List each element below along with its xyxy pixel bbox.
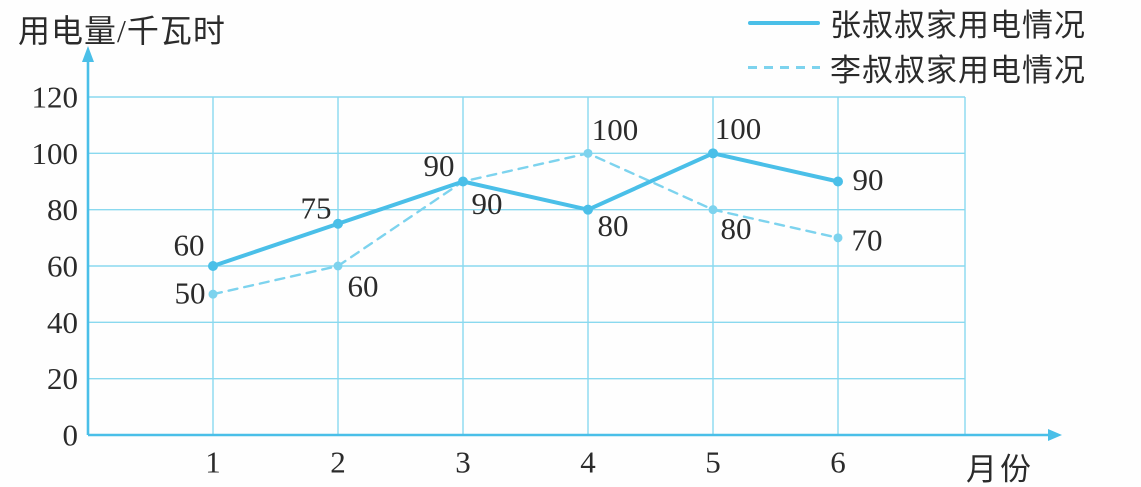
legend-item-zhang: 张叔叔家用电情况 bbox=[748, 0, 1086, 45]
series-line-zhang bbox=[211, 151, 840, 268]
legend-label-zhang: 张叔叔家用电情况 bbox=[830, 8, 1086, 43]
data-point-zhang bbox=[208, 261, 218, 271]
data-point-li bbox=[583, 148, 593, 158]
data-label-zhang: 75 bbox=[301, 190, 332, 225]
data-point-li bbox=[333, 261, 343, 271]
data-label-li: 50 bbox=[175, 276, 206, 311]
data-label-zhang: 80 bbox=[598, 208, 629, 243]
x-tick-label: 5 bbox=[705, 445, 721, 480]
data-point-li bbox=[208, 289, 218, 299]
x-tick-label: 2 bbox=[330, 445, 346, 480]
data-label-li: 90 bbox=[472, 186, 503, 221]
data-label-zhang: 90 bbox=[853, 162, 884, 197]
data-point-zhang bbox=[458, 176, 468, 187]
x-tick-label: 6 bbox=[830, 445, 846, 480]
y-tick-label: 20 bbox=[47, 361, 78, 396]
x-tick-label: 1 bbox=[205, 445, 221, 480]
y-axis-title: 用电量/千瓦时 bbox=[18, 13, 226, 49]
y-tick-label: 80 bbox=[47, 192, 78, 227]
legend-item-li: 李叔叔家用电情况 bbox=[748, 45, 1086, 90]
data-label-li: 100 bbox=[592, 112, 639, 147]
x-axis-arrow-icon bbox=[1048, 429, 1062, 441]
data-label-zhang: 90 bbox=[424, 148, 455, 183]
data-point-zhang bbox=[583, 204, 593, 215]
data-label-zhang: 60 bbox=[174, 228, 205, 263]
data-label-zhang: 100 bbox=[715, 111, 762, 146]
x-tick-label: 4 bbox=[580, 445, 596, 480]
data-point-zhang bbox=[333, 218, 343, 229]
data-point-li bbox=[833, 233, 843, 243]
data-point-zhang bbox=[708, 148, 718, 159]
y-tick-label: 100 bbox=[32, 136, 79, 171]
data-point-li bbox=[708, 205, 718, 215]
legend-solid-line-icon bbox=[748, 20, 820, 25]
y-tick-label: 120 bbox=[32, 80, 79, 115]
y-tick-label: 40 bbox=[47, 305, 78, 340]
data-label-li: 80 bbox=[721, 211, 752, 246]
x-tick-label: 3 bbox=[455, 445, 471, 480]
y-tick-label: 60 bbox=[47, 249, 78, 284]
x-axis-title: 月份 bbox=[966, 452, 1034, 487]
legend-dashed-line-icon bbox=[748, 66, 820, 69]
y-tick-label: 0 bbox=[63, 418, 79, 453]
data-label-li: 70 bbox=[852, 222, 883, 257]
legend-label-li: 李叔叔家用电情况 bbox=[830, 53, 1086, 88]
data-label-li: 60 bbox=[348, 269, 379, 304]
legend: 张叔叔家用电情况 李叔叔家用电情况 bbox=[748, 0, 1086, 90]
y-axis-arrow-icon bbox=[82, 46, 94, 62]
data-point-zhang bbox=[833, 176, 843, 187]
series-line-li bbox=[211, 152, 840, 296]
